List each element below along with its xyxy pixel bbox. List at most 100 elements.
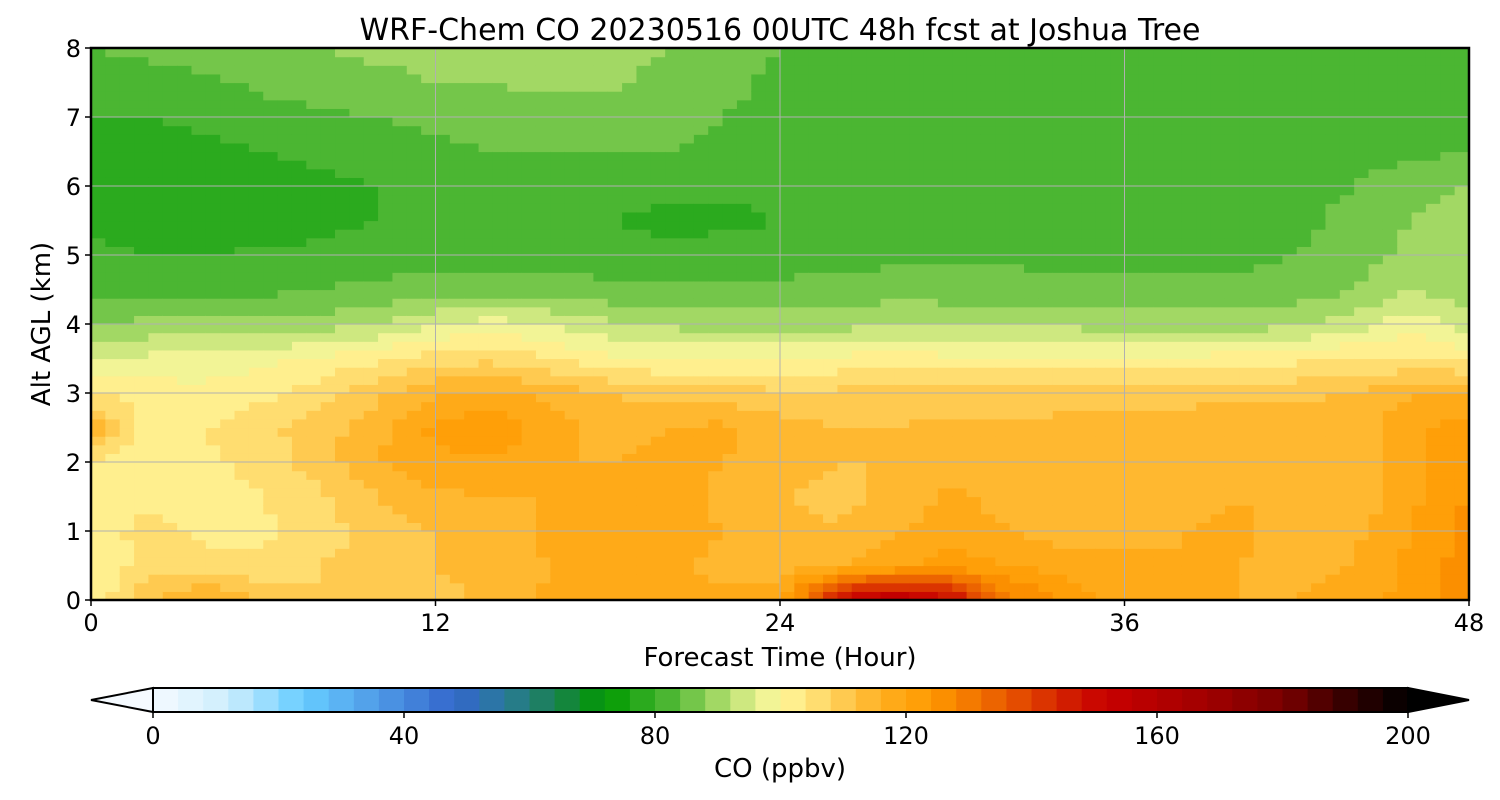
contour-cell	[794, 73, 810, 84]
contour-cell	[378, 160, 394, 170]
contour-cell	[1196, 263, 1212, 273]
contour-cell	[550, 229, 566, 239]
contour-cell	[492, 289, 508, 299]
contour-cell	[909, 324, 925, 334]
contour-cell	[665, 367, 681, 377]
contour-cell	[291, 108, 307, 118]
contour-cell	[277, 324, 293, 334]
contour-cell	[205, 168, 221, 178]
contour-cell	[966, 263, 982, 273]
contour-cell	[507, 531, 523, 541]
contour-cell	[1181, 48, 1197, 58]
contour-cell	[736, 73, 752, 84]
contour-cell	[234, 384, 250, 394]
contour-cell	[148, 255, 164, 265]
contour-cell	[550, 556, 566, 567]
contour-cell	[392, 125, 408, 135]
contour-cell	[1153, 168, 1169, 178]
contour-cell	[1167, 436, 1183, 446]
contour-cell	[378, 574, 394, 584]
contour-cell	[464, 263, 480, 273]
contour-cell	[894, 548, 910, 558]
contour-cell	[1024, 591, 1039, 601]
contour-cell	[191, 203, 207, 213]
contour-cell	[363, 375, 379, 385]
contour-cell	[736, 565, 752, 575]
contour-cell	[550, 125, 566, 135]
contour-cell	[866, 513, 882, 523]
contour-cell	[1196, 531, 1212, 541]
contour-cell	[980, 548, 996, 558]
contour-cell	[1052, 203, 1068, 213]
contour-cell	[1181, 246, 1197, 256]
contour-cell	[1167, 496, 1183, 506]
contour-cell	[593, 186, 609, 196]
contour-cell	[837, 522, 853, 532]
contour-cell	[593, 255, 609, 265]
contour-cell	[665, 591, 681, 601]
contour-cell	[937, 582, 953, 592]
contour-cell	[521, 375, 537, 385]
contour-cell	[751, 470, 767, 480]
contour-cell	[349, 565, 365, 575]
contour-cell	[765, 384, 781, 394]
contour-cell	[679, 565, 695, 575]
contour-cell	[435, 108, 451, 118]
contour-cell	[263, 117, 279, 127]
contour-cell	[808, 160, 824, 170]
contour-cell	[162, 229, 178, 239]
contour-cell	[607, 393, 623, 403]
contour-cell	[823, 349, 839, 360]
contour-cell	[880, 142, 896, 153]
contour-cell	[1009, 73, 1025, 84]
contour-cell	[119, 237, 135, 247]
contour-cell	[708, 73, 724, 84]
contour-cell	[780, 237, 795, 247]
contour-cell	[866, 151, 882, 161]
contour-cell	[851, 582, 867, 592]
contour-cell	[808, 117, 824, 127]
contour-cell	[736, 177, 752, 187]
contour-cell	[248, 548, 264, 558]
contour-cell	[1181, 160, 1197, 170]
contour-cell	[679, 367, 695, 377]
contour-cell	[349, 108, 365, 118]
contour-cell	[492, 531, 508, 541]
contour-cell	[708, 324, 724, 334]
contour-cell	[1124, 48, 1140, 58]
contour-cell	[1009, 220, 1025, 230]
contour-cell	[535, 289, 551, 299]
contour-cell	[492, 582, 508, 592]
contour-cell	[535, 487, 551, 498]
contour-cell	[535, 410, 551, 420]
contour-cell	[248, 453, 264, 463]
contour-cell	[794, 470, 810, 480]
contour-cell	[1024, 280, 1039, 291]
contour-cell	[995, 56, 1011, 66]
contour-cell	[722, 436, 738, 446]
contour-cell	[1153, 73, 1169, 84]
contour-cell	[1167, 315, 1183, 325]
contour-cell	[966, 384, 982, 394]
contour-cell	[923, 306, 939, 316]
contour-cell	[306, 263, 322, 273]
contour-cell	[1124, 487, 1140, 498]
contour-cell	[995, 410, 1011, 420]
contour-cell	[507, 186, 523, 196]
contour-cell	[622, 453, 638, 463]
contour-cell	[119, 332, 135, 342]
contour-cell	[923, 479, 939, 489]
contour-cell	[234, 315, 250, 325]
contour-cell	[435, 65, 451, 75]
contour-cell	[234, 591, 250, 601]
contour-cell	[880, 462, 896, 472]
contour-cell	[693, 48, 709, 58]
contour-cell	[952, 582, 968, 592]
contour-cell	[751, 375, 767, 385]
contour-cell	[823, 203, 839, 213]
contour-cell	[248, 418, 264, 429]
contour-cell	[1038, 298, 1054, 308]
contour-cell	[1009, 358, 1025, 368]
contour-cell	[378, 453, 394, 463]
contour-cell	[794, 203, 810, 213]
